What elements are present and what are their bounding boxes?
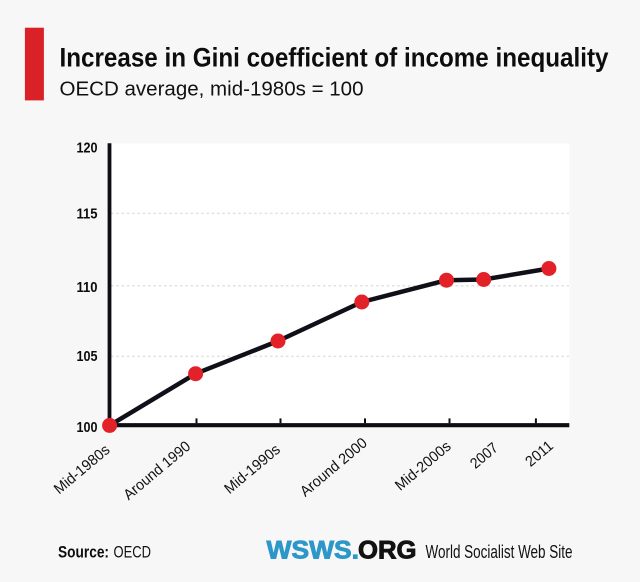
svg-text:World Socialist Web Site: World Socialist Web Site [426,541,573,562]
svg-text:115: 115 [77,206,98,223]
svg-text:Source:: Source: [58,543,109,562]
svg-text:120: 120 [77,140,98,157]
svg-text:WSWS.: WSWS. [267,537,360,565]
svg-text:Increase in Gini coefficient o: Increase in Gini coefficient of income i… [60,42,609,72]
svg-text:105: 105 [77,348,98,365]
svg-text:ORG: ORG [358,537,417,565]
svg-text:110: 110 [77,279,98,296]
svg-text:OECD average, mid-1980s = 100: OECD average, mid-1980s = 100 [60,79,364,101]
svg-text:100: 100 [77,419,98,436]
svg-text:OECD: OECD [114,543,152,562]
